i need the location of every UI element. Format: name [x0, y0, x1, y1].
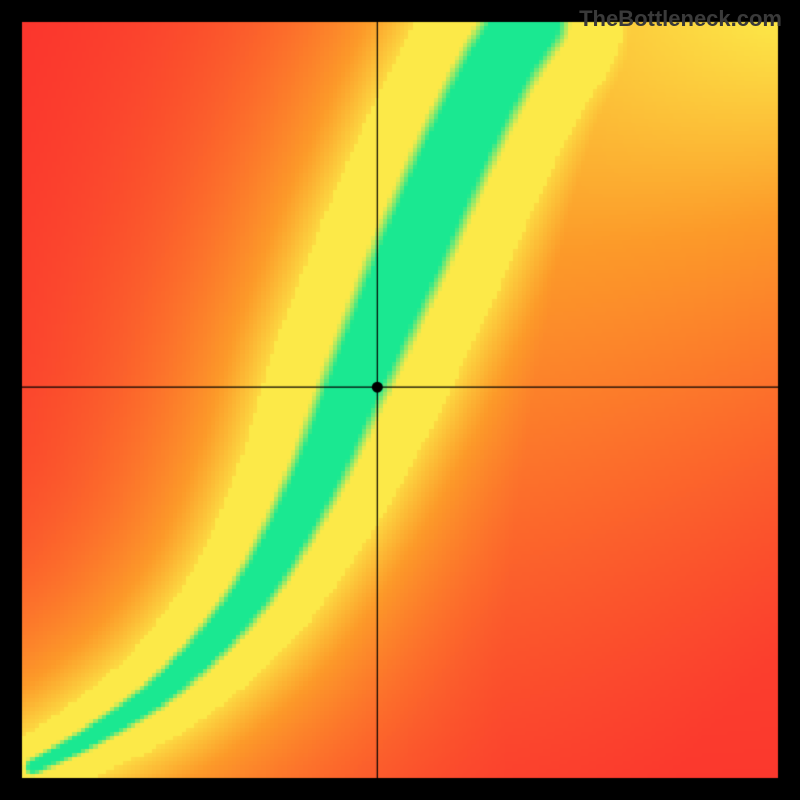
bottleneck-heatmap-canvas: [0, 0, 800, 800]
attribution-label: TheBottleneck.com: [579, 6, 782, 32]
chart-container: TheBottleneck.com: [0, 0, 800, 800]
